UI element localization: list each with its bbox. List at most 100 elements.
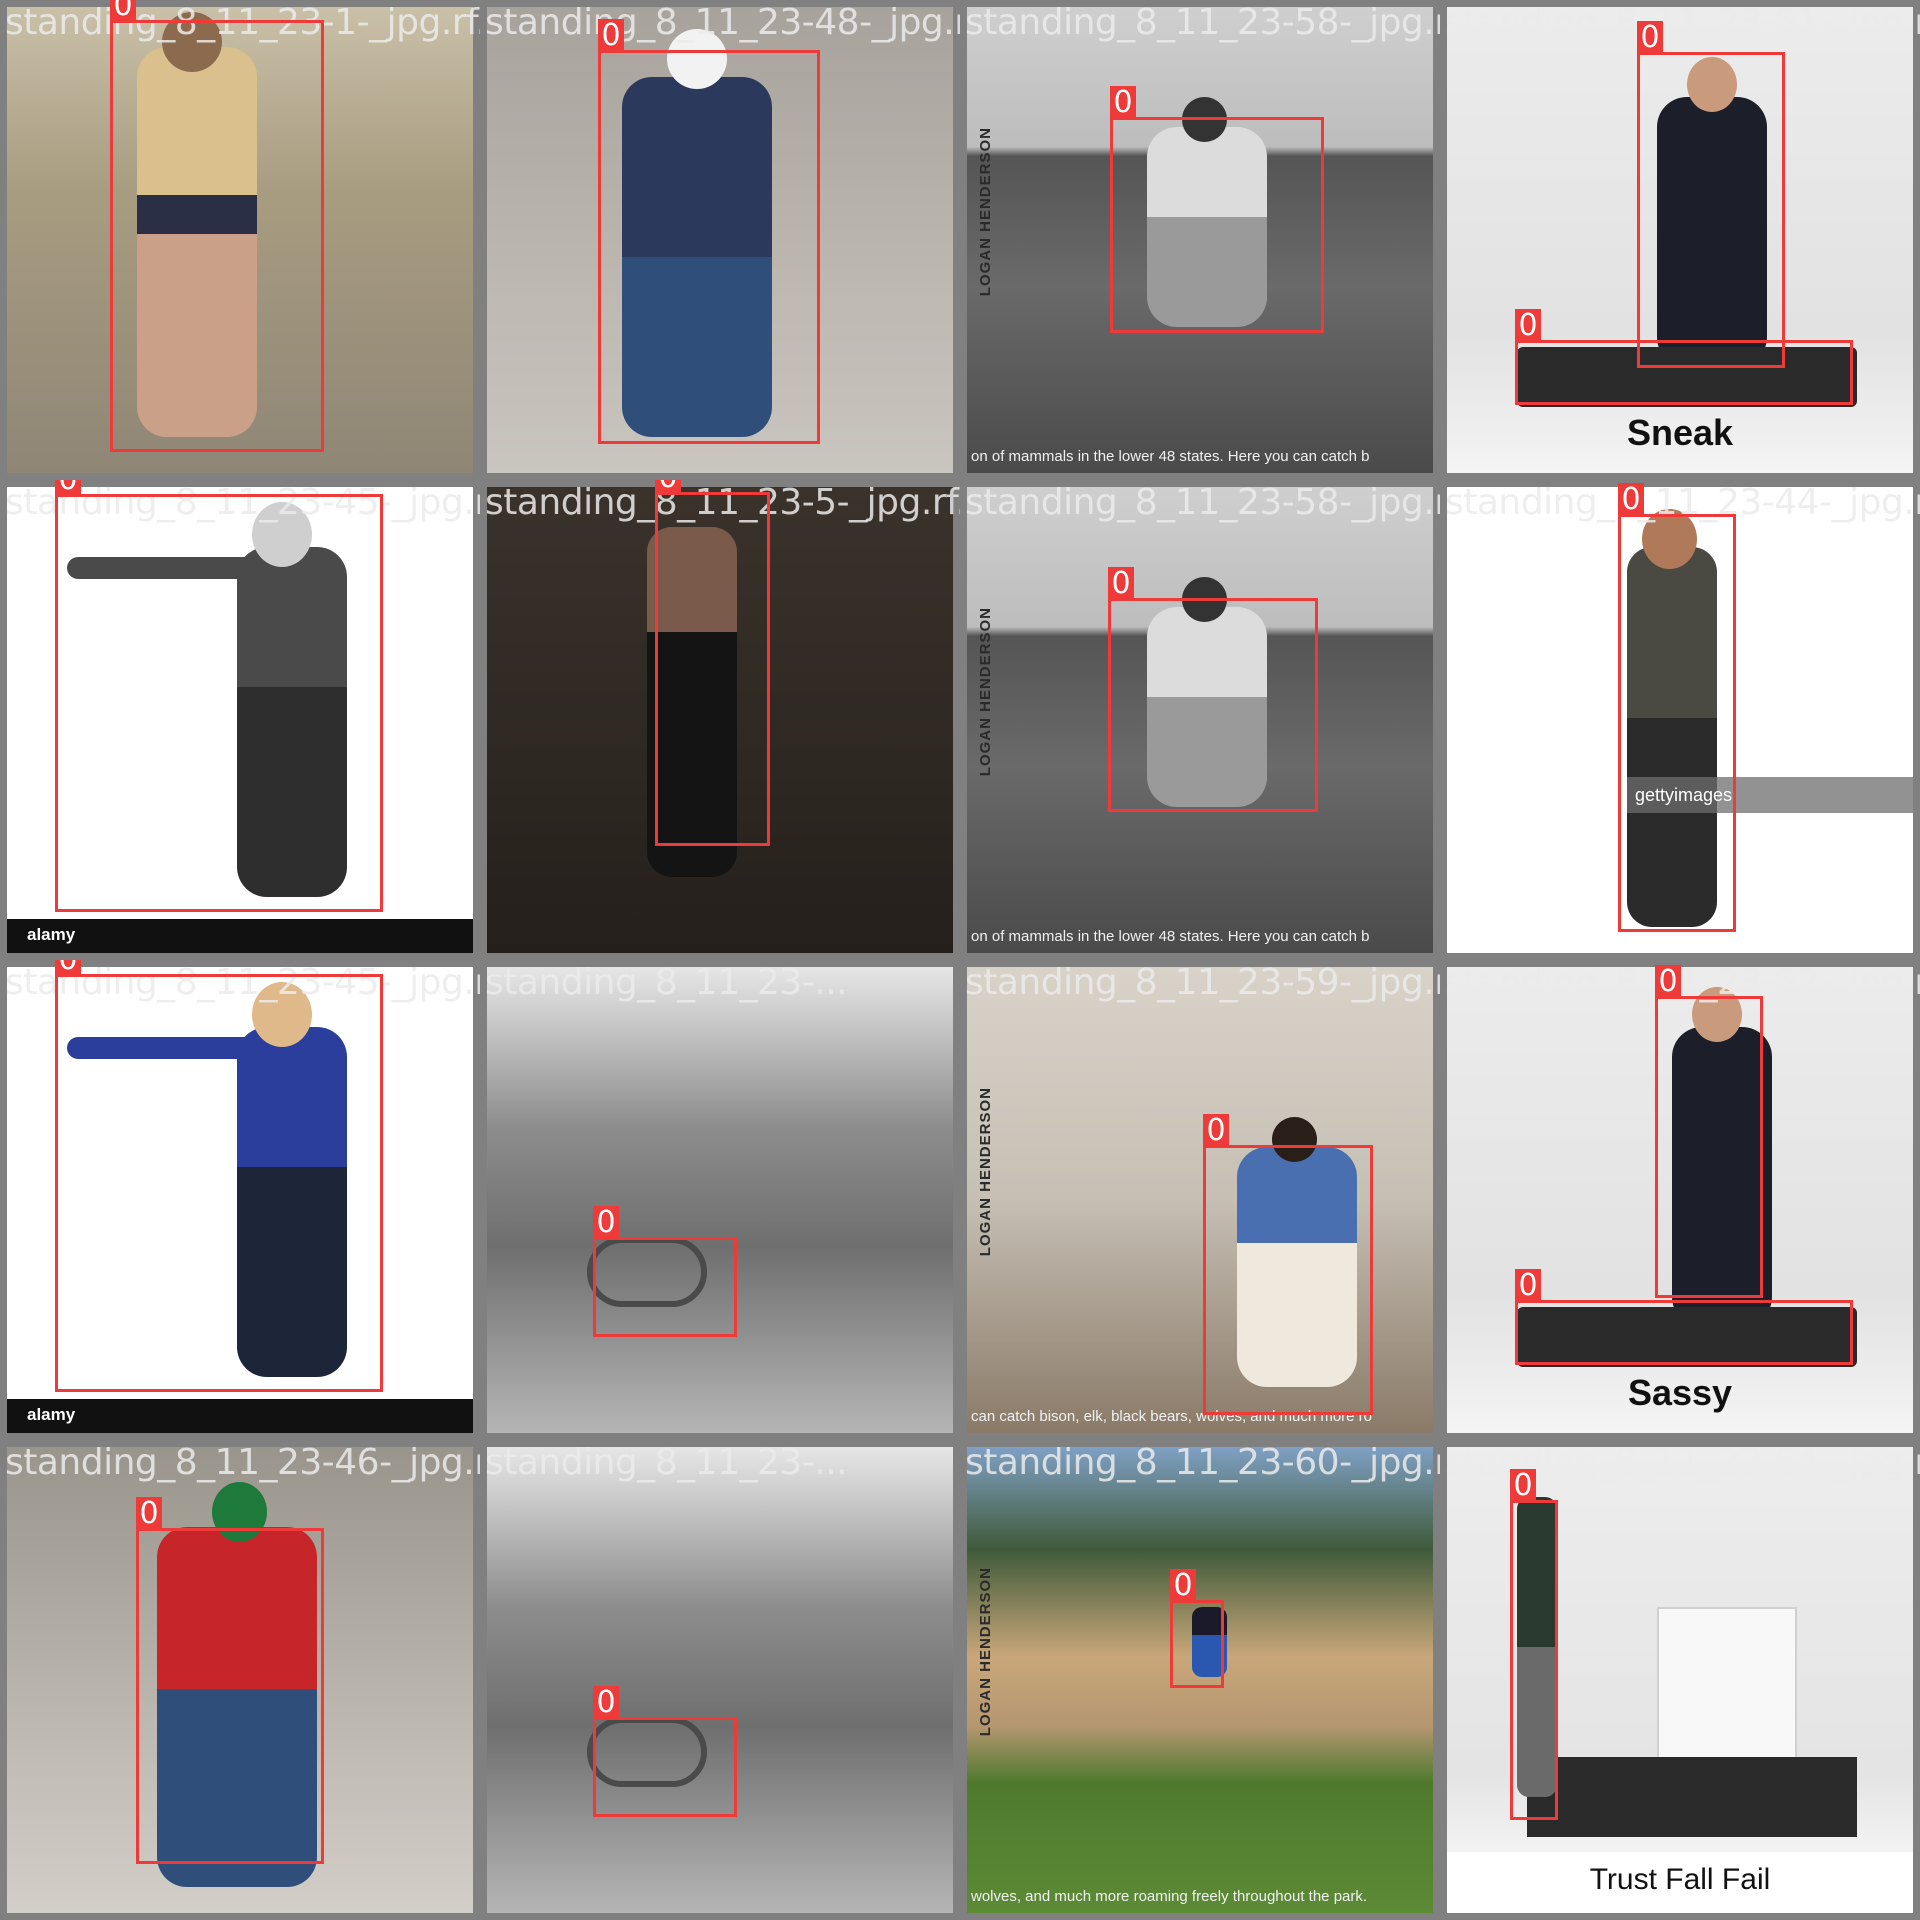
tile-11: can catch bison, elk, black bears, wolve… bbox=[960, 960, 1440, 1440]
tile-13: standing_8_11_23-46-_jpg.rf... 0 bbox=[0, 1440, 480, 1920]
tile-9: alamy standing_8_11_23-45-_jpg.rf... 0 bbox=[0, 960, 480, 1440]
person-figure bbox=[237, 1027, 347, 1377]
video-caption: Sassy bbox=[1627, 1372, 1733, 1413]
detection-box: 0 bbox=[1515, 1269, 1853, 1365]
photo: on of mammals in the lower 48 states. He… bbox=[967, 7, 1433, 473]
filename-label: standing_8_11_23-61-_jpg.rf... bbox=[1445, 2, 1920, 43]
filename-label: standing_8_11_23-58-_jpg.rf.2b5dd038e584… bbox=[965, 482, 1440, 523]
box-class-label: 0 bbox=[1110, 86, 1136, 120]
person-head bbox=[667, 29, 727, 89]
detection-box: 0 bbox=[55, 480, 383, 912]
box-class-label: 0 bbox=[1515, 309, 1541, 343]
detection-box: 0 bbox=[593, 1206, 737, 1337]
detection-box: 0 bbox=[1110, 86, 1324, 333]
tile-8: gettyimages standing_8_11_23-44-_jpg.rf.… bbox=[1440, 480, 1920, 960]
person-figure bbox=[1147, 607, 1267, 807]
vertical-credit: LOGAN HENDERSON bbox=[977, 1567, 994, 1737]
box-class-label: 0 bbox=[1637, 21, 1663, 55]
detection-box: 0 bbox=[655, 480, 770, 846]
photo: can catch bison, elk, black bears, wolve… bbox=[967, 967, 1433, 1433]
box-class-label: 0 bbox=[55, 960, 81, 977]
detection-box: 0 bbox=[136, 1497, 324, 1864]
brand-logo: alamy bbox=[27, 925, 76, 944]
box-class-label: 0 bbox=[1108, 567, 1134, 601]
box-class-label: 0 bbox=[1510, 1469, 1536, 1503]
person-figure bbox=[647, 527, 737, 877]
photo bbox=[487, 967, 953, 1433]
box-class-label: 0 bbox=[1655, 965, 1681, 999]
brand-logo: alamy bbox=[27, 1405, 76, 1424]
filename-label: standing_8_11_23-5-_jpg.rf.a372ffd0637c.… bbox=[485, 482, 960, 523]
photo bbox=[487, 7, 953, 473]
detection-box: 0 bbox=[1108, 567, 1318, 812]
detection-box: 0 bbox=[1515, 309, 1853, 405]
box-class-label: 0 bbox=[655, 480, 681, 495]
photo: alamy bbox=[7, 487, 473, 953]
tile-16: Trust Fall Fail standing_8_11_23-64-_jpg… bbox=[1440, 1440, 1920, 1920]
person-figure bbox=[157, 1527, 317, 1887]
tile-2: standing_8_11_23-48-_jpg.rf.d7f2a8754...… bbox=[480, 0, 960, 480]
detection-box: 0 bbox=[55, 960, 383, 1392]
vertical-credit: LOGAN HENDERSON bbox=[977, 1087, 994, 1257]
detection-box: 0 bbox=[1203, 1114, 1373, 1415]
person-figure bbox=[237, 547, 347, 897]
filename-label: standing_8_11_23-... bbox=[485, 1442, 848, 1483]
tile-1: standing_8_11_23-1-_jpg.rf.8... 0 bbox=[0, 0, 480, 480]
filename-label: standing_8_11_23-... bbox=[485, 962, 848, 1003]
vertical-credit: LOGAN HENDERSON bbox=[977, 607, 994, 777]
person-figure bbox=[1627, 547, 1717, 927]
detection-box: 0 bbox=[1655, 965, 1763, 1298]
detection-box: 0 bbox=[1618, 483, 1736, 932]
pointing-arm bbox=[67, 1037, 267, 1059]
photo: on of mammals in the lower 48 states. He… bbox=[967, 487, 1433, 953]
box-class-label: 0 bbox=[1203, 1114, 1229, 1148]
tile-7: on of mammals in the lower 48 states. He… bbox=[960, 480, 1440, 960]
box-class-label: 0 bbox=[593, 1206, 619, 1240]
pointing-arm bbox=[67, 557, 267, 579]
photo: Trust Fall Fail bbox=[1447, 1447, 1913, 1913]
brand-bar: alamy bbox=[7, 919, 473, 953]
person-figure bbox=[1517, 1497, 1557, 1797]
detection-box: 0 bbox=[1510, 1469, 1558, 1820]
detection-box: 0 bbox=[1170, 1569, 1224, 1688]
person-figure bbox=[1672, 1027, 1772, 1327]
tile-10: standing_8_11_23-... 0 bbox=[480, 960, 960, 1440]
filename-label: standing_8_11_23-46-_jpg.rf... bbox=[5, 1442, 480, 1483]
photo: alamy bbox=[7, 967, 473, 1433]
person-figure bbox=[622, 77, 772, 437]
bicycle bbox=[587, 1237, 707, 1307]
tile-4: Sneak standing_8_11_23-61-_jpg.rf... 0 0 bbox=[1440, 0, 1920, 480]
box-class-label: 0 bbox=[55, 480, 81, 497]
photo: wolves, and much more roaming freely thr… bbox=[967, 1447, 1433, 1913]
detection-box: 0 bbox=[110, 0, 324, 452]
box-class-label: 0 bbox=[1170, 1569, 1196, 1603]
box-class-label: 0 bbox=[598, 19, 624, 53]
photo: Sneak bbox=[1447, 7, 1913, 473]
filename-label: standing_8_11_23-58-_jpg.rf.4099c18829..… bbox=[965, 2, 1440, 43]
treadmill bbox=[1517, 1307, 1857, 1367]
person-figure bbox=[1237, 1147, 1357, 1387]
person-head bbox=[252, 982, 312, 1047]
crash-mat bbox=[1527, 1757, 1857, 1837]
treadmill bbox=[1517, 347, 1857, 407]
box-class-label: 0 bbox=[136, 1497, 162, 1531]
video-caption: Sneak bbox=[1626, 412, 1734, 453]
person-head bbox=[212, 1482, 267, 1542]
tile-3: on of mammals in the lower 48 states. He… bbox=[960, 0, 1440, 480]
person-figure bbox=[1147, 127, 1267, 327]
tile-6: standing_8_11_23-5-_jpg.rf.a372ffd0637c.… bbox=[480, 480, 960, 960]
tile-15: wolves, and much more roaming freely thr… bbox=[960, 1440, 1440, 1920]
box-class-label: 0 bbox=[1618, 483, 1644, 517]
person-head bbox=[1272, 1117, 1317, 1162]
filename-label: standing_8_11_23-45-_jpg.rf... bbox=[5, 482, 480, 523]
detection-box: 0 bbox=[1637, 21, 1785, 368]
filename-label: standing_8_11_23-48-_jpg.rf.d7f2a8754... bbox=[485, 2, 960, 43]
photo bbox=[487, 1447, 953, 1913]
photo bbox=[7, 7, 473, 473]
filename-label: standing_8_11_23-45-_jpg.rf... bbox=[5, 962, 480, 1003]
detection-box: 0 bbox=[593, 1686, 737, 1817]
tile-14: standing_8_11_23-... 0 bbox=[480, 1440, 960, 1920]
photo: gettyimages bbox=[1447, 487, 1913, 953]
detection-box: 0 bbox=[598, 19, 820, 444]
